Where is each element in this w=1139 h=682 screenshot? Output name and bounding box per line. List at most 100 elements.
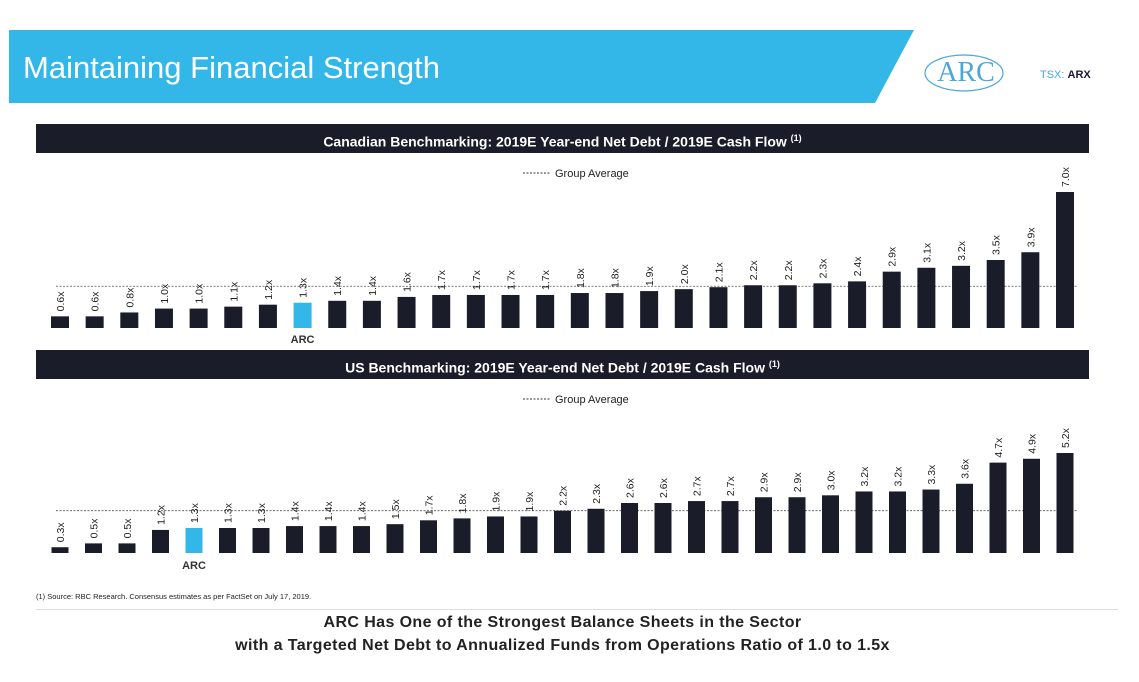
bar-arc bbox=[185, 528, 203, 553]
bar bbox=[721, 501, 739, 553]
data-label: 2.9x bbox=[792, 472, 804, 493]
legend: Group Average bbox=[523, 394, 629, 406]
bar bbox=[674, 289, 693, 328]
bar bbox=[688, 501, 705, 553]
data-label: 0.5x bbox=[89, 518, 101, 539]
data-label: 0.6x bbox=[90, 291, 102, 312]
bar bbox=[952, 265, 971, 328]
bar bbox=[420, 520, 437, 553]
bar bbox=[252, 528, 270, 553]
legend: Group Average bbox=[523, 168, 629, 180]
data-label: 1.8x bbox=[457, 493, 469, 514]
bar bbox=[258, 304, 277, 328]
chart-svg: Group Average 0.3x 0.5x 0.5x 1.2x 1.3x ARC 1.3x… bbox=[51, 394, 1077, 572]
data-label: 0.3x bbox=[55, 522, 67, 543]
bar bbox=[986, 260, 1005, 328]
data-label: 1.3x bbox=[256, 502, 268, 523]
data-label: 2.7x bbox=[725, 475, 737, 496]
data-label: 2.9x bbox=[759, 472, 771, 493]
data-label: 2.4x bbox=[852, 256, 864, 277]
data-label: 0.8x bbox=[124, 287, 136, 308]
bar bbox=[466, 294, 485, 328]
bar bbox=[118, 543, 136, 553]
bar bbox=[989, 462, 1007, 553]
bar bbox=[286, 526, 303, 553]
data-label: 1.7x bbox=[506, 269, 518, 290]
bar bbox=[432, 294, 451, 328]
bar bbox=[353, 526, 370, 553]
page-title: Maintaining Financial Strength bbox=[23, 50, 441, 85]
data-label: 3.1x bbox=[921, 242, 933, 263]
bar bbox=[1056, 453, 1074, 553]
data-label: 1.4x bbox=[357, 500, 369, 521]
data-label: 0.5x bbox=[122, 518, 134, 539]
bar bbox=[1023, 458, 1040, 553]
data-label: 2.2x bbox=[748, 260, 760, 281]
bar bbox=[501, 294, 520, 328]
bar bbox=[587, 508, 605, 553]
data-label: 1.9x bbox=[524, 491, 536, 512]
data-label: 4.7x bbox=[993, 437, 1005, 458]
data-label: 1.2x bbox=[263, 279, 275, 300]
bar bbox=[154, 308, 173, 328]
bar bbox=[709, 287, 728, 328]
bar bbox=[855, 491, 873, 553]
bar bbox=[319, 526, 337, 553]
legend-label: Group Average bbox=[555, 394, 629, 406]
canadian-bar-chart: Group Average 0.6x 0.6x 0.8x 1.0x 1.0x 1.1x 1.2… bbox=[36, 153, 1089, 350]
data-label: 1.0x bbox=[159, 283, 171, 304]
bar bbox=[51, 547, 69, 553]
bar bbox=[386, 524, 404, 553]
data-label: 2.6x bbox=[625, 477, 637, 498]
bar bbox=[621, 503, 638, 553]
data-label: 2.7x bbox=[692, 475, 704, 496]
legend-label: Group Average bbox=[555, 168, 629, 180]
data-label: 2.3x bbox=[591, 483, 603, 504]
ticker-label: TSX: ARX bbox=[1040, 69, 1091, 81]
data-label: 1.3x bbox=[223, 502, 235, 523]
arc-label: ARC bbox=[182, 560, 206, 572]
bar bbox=[744, 285, 763, 328]
data-label: 1.9x bbox=[644, 265, 656, 286]
data-label: 1.7x bbox=[436, 269, 448, 290]
data-label: 7.0x bbox=[1060, 166, 1072, 187]
data-label: 1.1x bbox=[228, 281, 240, 302]
data-label: 1.4x bbox=[332, 275, 344, 296]
bar bbox=[487, 516, 504, 553]
data-label: 0.6x bbox=[55, 291, 67, 312]
data-label: 3.3x bbox=[926, 464, 938, 485]
canadian-chart-title-text: Canadian Benchmarking: 2019E Year-end Ne… bbox=[323, 133, 787, 150]
bar bbox=[570, 293, 589, 328]
bar bbox=[889, 491, 906, 553]
bar bbox=[1021, 252, 1040, 328]
chart-svg: Group Average 0.6x 0.6x 0.8x 1.0x 1.0x 1.1x 1.2… bbox=[51, 166, 1077, 346]
data-label: 1.2x bbox=[156, 504, 168, 525]
bar bbox=[922, 489, 940, 553]
title-banner: Maintaining Financial Strength bbox=[9, 30, 914, 103]
data-label: 1.5x bbox=[390, 499, 402, 520]
bar bbox=[554, 510, 571, 553]
bar bbox=[520, 516, 538, 553]
us-chart-title: US Benchmarking: 2019E Year-end Net Debt… bbox=[36, 350, 1089, 379]
data-label: 1.3x bbox=[189, 502, 201, 523]
us-chart-title-text: US Benchmarking: 2019E Year-end Net Debt… bbox=[345, 359, 765, 376]
arc-logo: ARC bbox=[920, 48, 1020, 98]
bar bbox=[219, 528, 236, 553]
bar bbox=[778, 285, 797, 328]
data-label: 3.2x bbox=[859, 466, 871, 487]
data-label: 2.2x bbox=[558, 485, 570, 506]
bar bbox=[51, 316, 69, 328]
data-label: 1.4x bbox=[290, 500, 302, 521]
bar bbox=[397, 296, 416, 328]
canadian-chart-title-note: (1) bbox=[790, 133, 802, 143]
canadian-chart-title: Canadian Benchmarking: 2019E Year-end Ne… bbox=[36, 124, 1089, 153]
conclusion-line-2: with a Targeted Net Debt to Annualized F… bbox=[235, 637, 890, 654]
bar bbox=[755, 497, 772, 553]
bar bbox=[328, 300, 347, 328]
data-label: 3.0x bbox=[826, 470, 838, 491]
data-label: 1.8x bbox=[609, 267, 621, 288]
conclusion: ARC Has One of the Strongest Balance She… bbox=[0, 611, 1125, 657]
bar bbox=[654, 503, 672, 553]
data-label: 3.6x bbox=[960, 458, 972, 479]
bar bbox=[788, 497, 806, 553]
